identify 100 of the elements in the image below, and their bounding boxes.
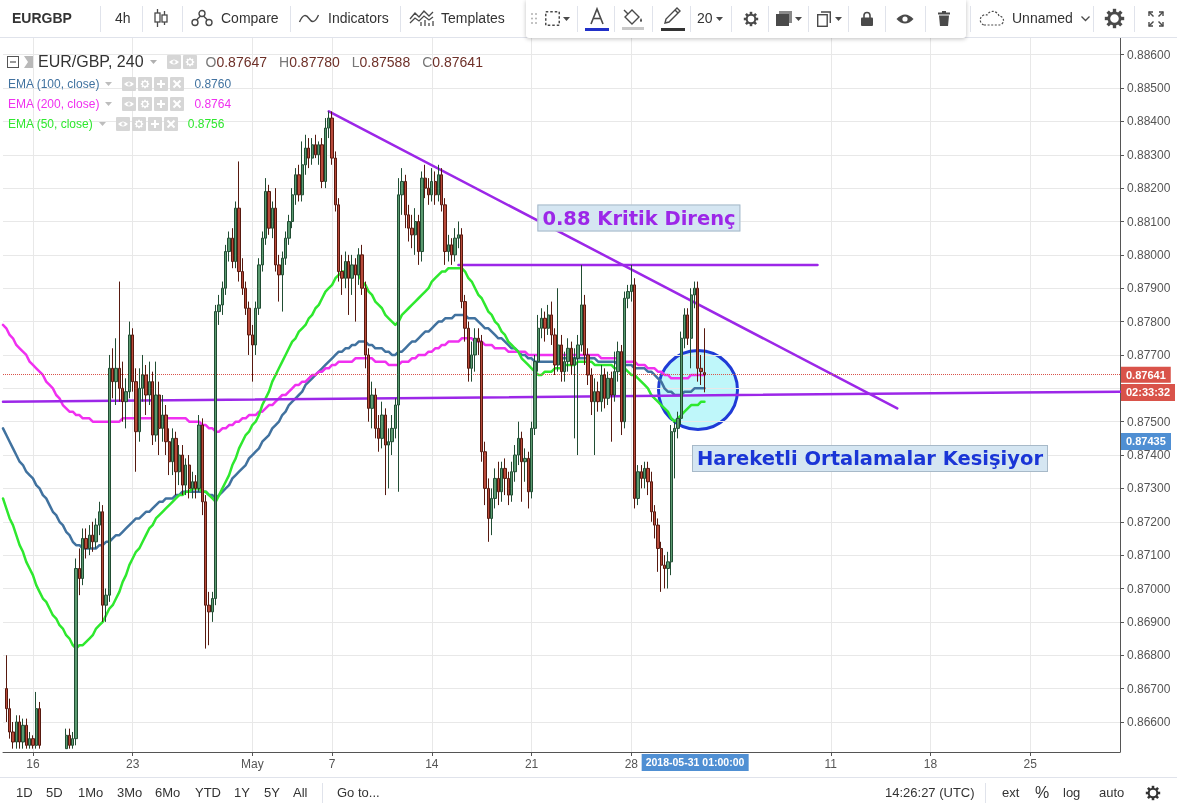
candlestick [430,167,433,202]
candlestick [271,200,274,239]
y-tick-label: 0.87500 [1127,414,1171,429]
candlestick [547,304,550,336]
x-tick-label: 7 [328,757,336,771]
candlestick [633,277,636,509]
y-tick-label: 0.87100 [1127,548,1171,563]
candlestick [603,367,606,409]
candlestick [314,134,317,159]
candlestick [370,381,374,429]
text: auto [1099,785,1125,801]
candlestick [68,728,71,750]
text: Indicators [328,10,389,26]
y-tick-label: 0.88100 [1127,214,1171,229]
candlestick [171,427,174,476]
y-tick-label: 0.88300 [1127,147,1171,162]
x-tick-label: 14 [425,757,439,771]
candlestick [417,214,420,266]
annotation: 0.8756 [187,117,225,131]
candlestick [620,344,623,436]
candlestick [178,444,181,486]
candlestick [636,464,640,506]
candlestick [354,257,357,323]
y-tick-label: 0.87000 [1127,581,1171,596]
candlestick [297,164,301,202]
candlestick [81,527,84,586]
candlestick [234,200,237,269]
candlestick [437,164,440,202]
text: Templates [441,10,505,26]
candlestick [184,457,187,496]
text: All [293,785,308,801]
candlestick [350,254,354,296]
candlestick [181,444,184,496]
candlestick [543,311,547,343]
text: log [1063,785,1081,801]
text: 20 [697,10,713,26]
x-tick-label: 18 [923,757,938,771]
text: Compare [221,10,279,26]
y-tick-label: 0.86700 [1127,681,1171,696]
text: YTD [195,785,221,801]
candlestick [267,184,271,236]
candlestick [84,527,88,559]
candlestick [420,170,424,263]
candlestick [174,431,178,496]
candlestick [527,451,530,509]
candlestick [158,381,161,456]
candlestick [38,701,41,750]
text: 5D [46,785,63,801]
y-tick-label: 0.87300 [1127,481,1171,496]
text: 1Mo [78,785,104,801]
candlestick [686,307,689,346]
candlestick [497,461,500,506]
candlestick [606,371,610,406]
candlestick [593,377,596,456]
candlestick [154,361,158,443]
candlestick [91,521,94,553]
ref-line-label: 0.87641 [1126,368,1166,381]
y-tick-label: 0.88000 [1127,247,1171,262]
y-tick-label: 0.86800 [1127,648,1171,663]
candlestick [231,227,234,269]
annotation: O0.87647 [205,54,268,70]
text: ext [1002,785,1020,801]
text: 1Y [234,785,250,801]
candlestick [384,407,387,496]
text: 2018-05-31 01:00:00 [641,754,749,771]
y-tick-label: 0.87400 [1127,448,1171,463]
candlestick [78,547,81,596]
candlestick [317,140,320,166]
y-tick-label: 0.87700 [1127,347,1171,362]
annotation: 0.8760 [194,77,232,91]
x-tick-label: 11 [824,757,838,771]
y-tick-label: 0.88200 [1127,181,1171,196]
x-tick-label: 23 [125,757,140,771]
text: 0.87435 [1121,433,1171,450]
annotation: Hareketli Ortalamalar Kesişiyor [692,445,1049,472]
candlestick [570,341,573,376]
candlestick [148,361,151,406]
candlestick [307,137,310,169]
candlestick [703,327,706,393]
candlestick [414,207,417,256]
candlestick [344,251,347,289]
candlestick [357,247,360,286]
candlestick [500,461,503,503]
candlestick [596,381,600,413]
candlestick [188,454,191,499]
annotation: H0.87780 [279,54,340,70]
candlestick [21,718,25,750]
text: EMA (200, close) [8,97,100,111]
y-tick-label: 0.87800 [1127,314,1171,329]
candlestick [600,364,603,413]
y-tick-label: 0.87200 [1127,514,1171,529]
candlestick [15,714,18,750]
annotation: 0.8764 [194,97,232,111]
candlestick [111,347,114,399]
text: 3Mo [117,785,143,801]
candlestick [151,371,154,446]
candlestick [191,471,194,499]
candlestick [101,504,104,623]
y-tick-label: 0.86600 [1127,714,1171,729]
y-tick-label: 0.86900 [1127,614,1171,629]
